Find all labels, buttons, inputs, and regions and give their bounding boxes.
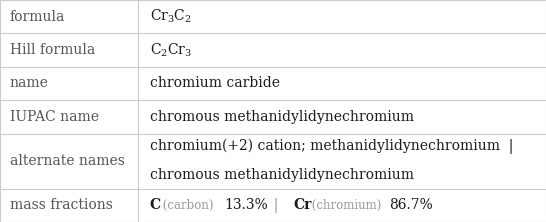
- Text: IUPAC name: IUPAC name: [10, 110, 99, 124]
- Text: Hill formula: Hill formula: [10, 43, 95, 57]
- Text: name: name: [10, 76, 49, 90]
- Text: chromium carbide: chromium carbide: [150, 76, 280, 90]
- Text: mass fractions: mass fractions: [10, 198, 112, 212]
- Text: $\mathregular{C_{2}Cr_{3}}$: $\mathregular{C_{2}Cr_{3}}$: [150, 41, 192, 59]
- Text: $\mathregular{Cr_{3}C_{2}}$: $\mathregular{Cr_{3}C_{2}}$: [150, 8, 192, 25]
- Text: C: C: [150, 198, 161, 212]
- Text: chromous methanidylidynechromium: chromous methanidylidynechromium: [150, 168, 414, 182]
- Text: 13.3%: 13.3%: [224, 198, 268, 212]
- Text: 86.7%: 86.7%: [389, 198, 433, 212]
- Text: chromous methanidylidynechromium: chromous methanidylidynechromium: [150, 110, 414, 124]
- Text: alternate names: alternate names: [10, 154, 124, 168]
- Text: formula: formula: [10, 10, 65, 24]
- Text: (carbon): (carbon): [159, 199, 218, 212]
- Text: (chromium): (chromium): [308, 199, 385, 212]
- Text: Cr: Cr: [293, 198, 312, 212]
- Text: |: |: [265, 198, 287, 213]
- Text: chromium(+2) cation; methanidylidynechromium  |: chromium(+2) cation; methanidylidynechro…: [150, 139, 513, 155]
